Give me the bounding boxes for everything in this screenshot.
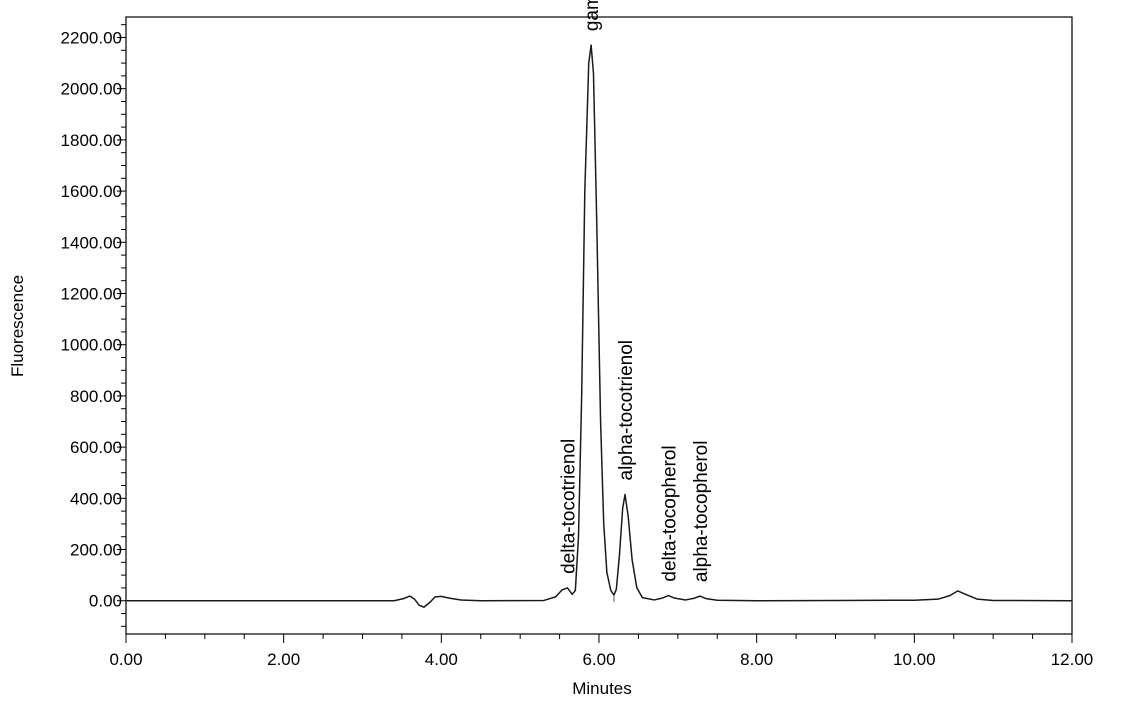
- y-tick-label: 200.00: [70, 541, 122, 560]
- x-tick-label: 4.00: [425, 650, 458, 669]
- x-tick-label: 10.00: [893, 650, 936, 669]
- x-axis: 0.00 2.00 4.00 6.00 8.00 10.00 12.00: [109, 634, 1093, 669]
- y-tick-label: 1400.00: [61, 233, 122, 252]
- y-tick-label: 800.00: [70, 387, 122, 406]
- y-tick-label: 1000.00: [61, 336, 122, 355]
- peak-label: delta-tocotrienol: [558, 439, 579, 574]
- x-tick-label: 0.00: [109, 650, 142, 669]
- y-axis: 0.00 200.00 400.00 600.00 800.00 1000.00 1200.…: [61, 24, 126, 627]
- x-tick-label: 12.00: [1051, 650, 1094, 669]
- peak-label: delta-tocopherol: [659, 445, 680, 581]
- y-axis-title: Fluorescence: [8, 275, 27, 377]
- x-tick-label: 2.00: [267, 650, 300, 669]
- y-tick-label: 0.00: [89, 592, 122, 611]
- y-tick-label: 600.00: [70, 438, 122, 457]
- chromatogram-trace: [126, 44, 1073, 608]
- peak-annotations: delta-tocotrienol gamma-tocotrienol alpha-…: [558, 0, 712, 602]
- peak-label: gamma-tocotrienol: [582, 0, 603, 31]
- peak-label: alpha-tocotrienol: [616, 340, 637, 480]
- y-tick-label: 1800.00: [61, 131, 122, 150]
- y-tick-label: 1200.00: [61, 284, 122, 303]
- x-axis-title: Minutes: [572, 679, 632, 698]
- x-tick-label: 8.00: [740, 650, 773, 669]
- y-tick-label: 2200.00: [61, 28, 122, 47]
- peak-label: alpha-tocopherol: [691, 441, 712, 583]
- y-tick-label: 2000.00: [61, 80, 122, 99]
- y-tick-label: 1600.00: [61, 182, 122, 201]
- y-tick-label: 400.00: [70, 489, 122, 508]
- x-tick-label: 6.00: [582, 650, 615, 669]
